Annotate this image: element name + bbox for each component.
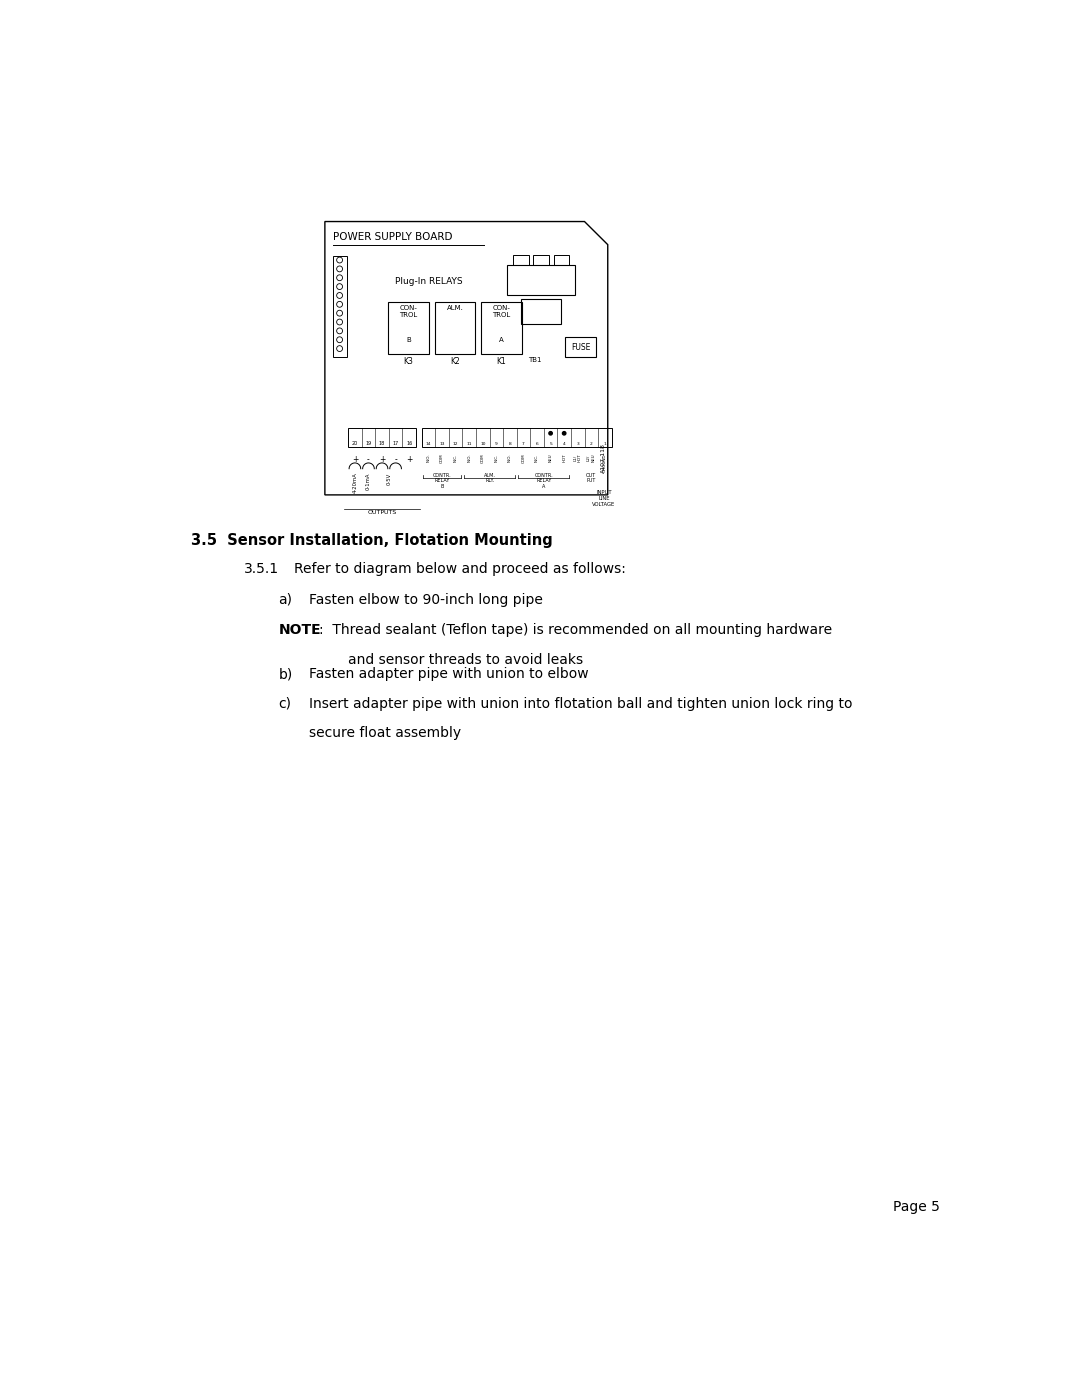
- Bar: [507, 265, 576, 295]
- Text: 9: 9: [495, 443, 498, 447]
- Bar: [435, 302, 475, 353]
- Text: K3: K3: [404, 358, 414, 366]
- Text: Fasten elbow to 90-inch long pipe: Fasten elbow to 90-inch long pipe: [309, 592, 543, 606]
- Text: 13: 13: [440, 443, 445, 447]
- Text: 3.5  Sensor Installation, Flotation Mounting: 3.5 Sensor Installation, Flotation Mount…: [191, 534, 553, 549]
- Text: N.O.: N.O.: [427, 453, 431, 462]
- Text: HOT: HOT: [563, 453, 566, 462]
- Bar: [554, 256, 569, 265]
- Text: +: +: [352, 455, 359, 464]
- Text: 0-5V: 0-5V: [387, 472, 391, 485]
- Text: N.O.: N.O.: [468, 453, 471, 462]
- Text: K1: K1: [497, 358, 507, 366]
- Text: COM: COM: [440, 453, 444, 462]
- Text: N.C.: N.C.: [454, 453, 458, 461]
- Text: 20: 20: [352, 441, 359, 447]
- Text: 16: 16: [406, 441, 413, 447]
- Text: L1/
HOT: L1/ HOT: [573, 453, 582, 462]
- Text: OUT
PUT: OUT PUT: [586, 472, 596, 483]
- Text: Fasten adapter pipe with union to elbow: Fasten adapter pipe with union to elbow: [309, 668, 589, 682]
- Text: N.C.: N.C.: [535, 453, 539, 461]
- Text: 6: 6: [536, 443, 539, 447]
- Text: ALM.: ALM.: [447, 306, 463, 312]
- Text: Insert adapter pipe with union into flotation ball and tighten union lock ring t: Insert adapter pipe with union into flot…: [309, 697, 853, 711]
- Text: OUTPUTS: OUTPUTS: [367, 510, 396, 515]
- Text: Refer to diagram below and proceed as follows:: Refer to diagram below and proceed as fo…: [294, 562, 625, 576]
- Text: 14: 14: [426, 443, 431, 447]
- Text: +: +: [406, 455, 413, 464]
- Text: NOTE: NOTE: [279, 623, 321, 637]
- Text: K2: K2: [450, 358, 460, 366]
- Text: a): a): [279, 592, 293, 606]
- Bar: [534, 256, 549, 265]
- Bar: [482, 302, 522, 353]
- Text: ALM.
RLY.: ALM. RLY.: [484, 472, 496, 483]
- Text: Page 5: Page 5: [893, 1200, 940, 1214]
- Text: 5: 5: [549, 443, 552, 447]
- Text: CONTR.
RELAY
A: CONTR. RELAY A: [535, 472, 553, 489]
- Text: 8: 8: [509, 443, 511, 447]
- Text: N.O.: N.O.: [508, 453, 512, 462]
- Bar: [565, 337, 596, 358]
- Text: 18: 18: [379, 441, 386, 447]
- Text: +: +: [379, 455, 386, 464]
- Bar: [422, 427, 611, 447]
- Text: 11: 11: [467, 443, 472, 447]
- Text: CON-
TROL: CON- TROL: [400, 306, 418, 319]
- Text: A107-118: A107-118: [602, 443, 606, 474]
- Text: -: -: [367, 455, 369, 464]
- Text: 19: 19: [365, 441, 372, 447]
- Text: N.C.: N.C.: [495, 453, 498, 461]
- Text: 2: 2: [590, 443, 593, 447]
- Text: A: A: [499, 337, 504, 344]
- Bar: [333, 256, 347, 358]
- Text: COM: COM: [522, 453, 526, 462]
- Text: :  Thread sealant (Teflon tape) is recommended on all mounting hardware: : Thread sealant (Teflon tape) is recomm…: [319, 623, 832, 637]
- Text: Plug-In RELAYS: Plug-In RELAYS: [394, 277, 462, 286]
- Text: 4-20mA: 4-20mA: [352, 472, 357, 493]
- Text: GROUND: GROUND: [603, 453, 607, 472]
- Bar: [348, 427, 416, 447]
- Text: 7: 7: [522, 443, 525, 447]
- Text: 3: 3: [577, 443, 579, 447]
- Text: 17: 17: [392, 441, 399, 447]
- Text: TB1: TB1: [528, 358, 541, 363]
- Bar: [389, 302, 429, 353]
- Text: -: -: [394, 455, 397, 464]
- Text: secure float assembly: secure float assembly: [309, 726, 461, 740]
- Text: 4: 4: [563, 443, 566, 447]
- Text: COM: COM: [481, 453, 485, 462]
- Text: POWER SUPPLY BOARD: POWER SUPPLY BOARD: [333, 232, 453, 242]
- Text: CON-
TROL: CON- TROL: [492, 306, 511, 319]
- Text: FUSE: FUSE: [571, 342, 591, 352]
- Text: and sensor threads to avoid leaks: and sensor threads to avoid leaks: [348, 652, 583, 666]
- Text: INPUT
LINE
VOLTAGE: INPUT LINE VOLTAGE: [592, 490, 616, 507]
- Text: 0-1mA: 0-1mA: [366, 472, 370, 490]
- Circle shape: [563, 432, 566, 434]
- Text: 3.5.1: 3.5.1: [243, 562, 279, 576]
- Text: 1: 1: [604, 443, 606, 447]
- Text: 10: 10: [480, 443, 486, 447]
- Bar: [513, 256, 529, 265]
- Text: 12: 12: [453, 443, 458, 447]
- Text: L2/
NEU: L2/ NEU: [588, 453, 595, 462]
- Text: c): c): [279, 697, 292, 711]
- Text: B: B: [406, 337, 411, 344]
- Text: CONTR.
RELAY
B: CONTR. RELAY B: [433, 472, 451, 489]
- Text: NEU: NEU: [549, 453, 553, 462]
- Text: b): b): [279, 668, 293, 682]
- Circle shape: [549, 432, 552, 434]
- Bar: [521, 299, 562, 324]
